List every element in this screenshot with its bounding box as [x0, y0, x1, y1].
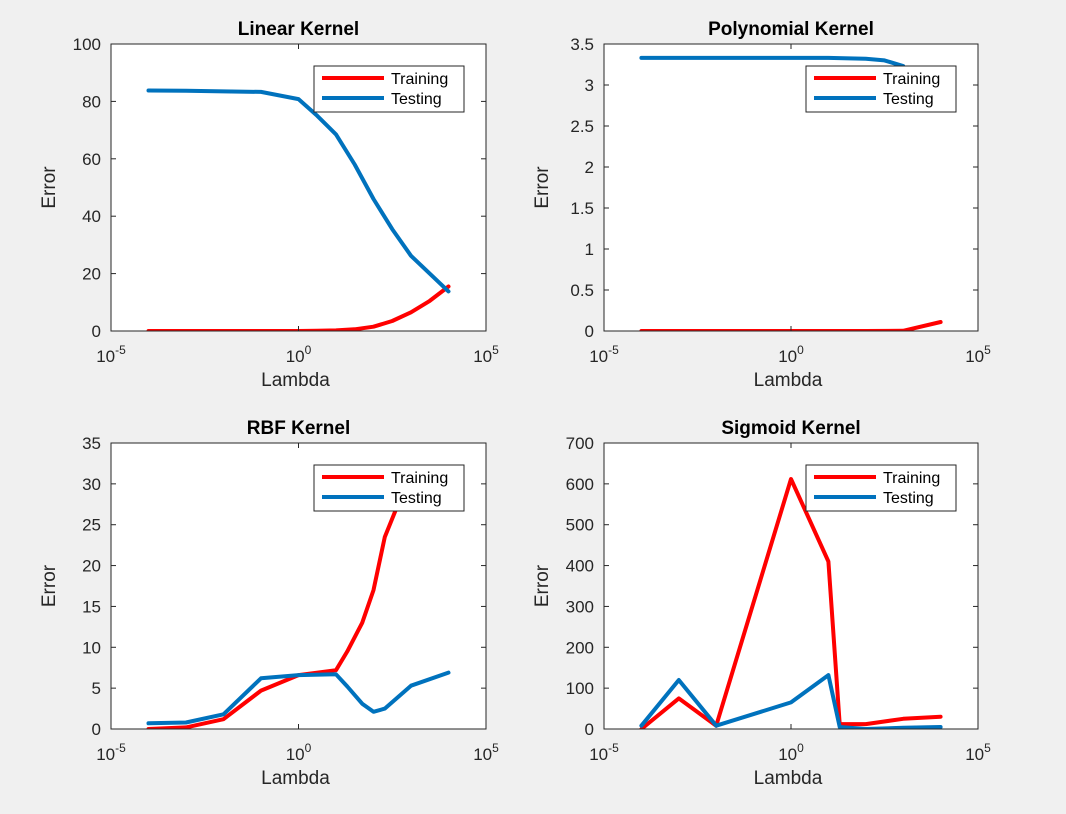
legend-label-testing: Testing	[391, 91, 442, 108]
series-line-testing	[639, 55, 906, 69]
x-tick-label: 105	[473, 741, 499, 764]
legend-box	[805, 464, 957, 512]
x-tick-label: 10-5	[589, 741, 619, 764]
y-tick-label: 60	[82, 150, 101, 169]
series-line-training	[146, 485, 413, 729]
y-tick-label: 700	[566, 434, 594, 453]
y-axis-label: Error	[532, 166, 553, 209]
legend-box	[805, 65, 957, 113]
legend-label-testing: Testing	[391, 490, 442, 507]
chart-title: Polynomial Kernel	[708, 19, 874, 40]
x-tick-label: 105	[473, 343, 499, 366]
legend: Training Testing	[805, 65, 957, 113]
legend-label-testing: Testing	[883, 91, 934, 108]
chart-title: Sigmoid Kernel	[721, 418, 860, 439]
legend-label-training: Training	[391, 470, 448, 487]
y-tick-label: 100	[566, 679, 594, 698]
legend: Training Testing	[805, 464, 957, 512]
legend-box	[313, 464, 465, 512]
legend: Training Testing	[313, 464, 465, 512]
y-tick-label: 35	[82, 434, 101, 453]
y-tick-label: 5	[92, 679, 101, 698]
y-tick-label: 10	[82, 638, 101, 657]
legend: Training Testing	[313, 65, 465, 113]
y-tick-label: 40	[82, 207, 101, 226]
x-axis-label: Lambda	[754, 370, 823, 391]
y-tick-label: 15	[82, 597, 101, 616]
y-tick-label: 300	[566, 597, 594, 616]
chart-title: RBF Kernel	[247, 418, 350, 439]
y-tick-label: 1.5	[570, 199, 594, 218]
y-tick-label: 0	[585, 322, 594, 341]
y-tick-label: 80	[82, 92, 101, 111]
x-axis-label: Lambda	[261, 370, 330, 391]
legend-label-training: Training	[883, 71, 940, 88]
x-tick-label: 100	[778, 741, 804, 764]
chart-1: 0 20 40 60 80 100 10-5 100 105 Linear Kernel Lambd…	[39, 19, 499, 391]
x-axis-label: Lambda	[754, 768, 823, 789]
y-axis-label: Error	[39, 564, 60, 607]
x-axis-label: Lambda	[261, 768, 330, 789]
y-tick-label: 2	[585, 158, 594, 177]
x-tick-label: 100	[286, 343, 312, 366]
y-tick-label: 0	[92, 322, 101, 341]
series-line-training	[639, 477, 943, 729]
x-tick-label: 105	[965, 741, 991, 764]
x-tick-label: 10-5	[96, 741, 126, 764]
chart-title: Linear Kernel	[238, 19, 359, 40]
x-tick-label: 10-5	[589, 343, 619, 366]
y-tick-label: 600	[566, 475, 594, 494]
y-tick-label: 0	[92, 720, 101, 739]
y-tick-label: 1	[585, 240, 594, 259]
y-tick-label: 500	[566, 516, 594, 535]
x-tick-label: 100	[286, 741, 312, 764]
y-tick-label: 2.5	[570, 117, 594, 136]
y-axis-label: Error	[39, 166, 60, 209]
y-tick-label: 100	[73, 35, 101, 54]
legend-label-training: Training	[391, 71, 448, 88]
y-tick-label: 400	[566, 557, 594, 576]
y-tick-label: 3.5	[570, 35, 594, 54]
series-line-training	[146, 284, 451, 331]
y-tick-label: 200	[566, 638, 594, 657]
y-axis-label: Error	[532, 564, 553, 607]
x-tick-label: 10-5	[96, 343, 126, 366]
y-tick-label: 25	[82, 516, 101, 535]
chart-3: 0 5 10 15 20 25 30 35 10-5 100 105 RBF Kernel Lambda…	[39, 418, 499, 789]
legend-label-training: Training	[883, 470, 940, 487]
y-tick-label: 0.5	[570, 281, 594, 300]
legend-box	[313, 65, 465, 113]
series-line-testing	[146, 670, 451, 726]
y-tick-label: 3	[585, 76, 594, 95]
chart-2: 0 0.5 1 1.5 2 2.5 3 3.5 10-5 100 105 Polynomial Ker…	[532, 19, 991, 391]
x-tick-label: 105	[965, 343, 991, 366]
y-tick-label: 20	[82, 557, 101, 576]
series-line-testing	[639, 673, 943, 729]
series-line-testing	[146, 88, 451, 294]
y-tick-label: 0	[585, 720, 594, 739]
y-tick-label: 20	[82, 265, 101, 284]
y-tick-label: 30	[82, 475, 101, 494]
x-tick-label: 100	[778, 343, 804, 366]
chart-4: 0 100 200 300 400 500 600 700 10-5 100 105 Sigmoid …	[532, 418, 991, 789]
legend-label-testing: Testing	[883, 490, 934, 507]
